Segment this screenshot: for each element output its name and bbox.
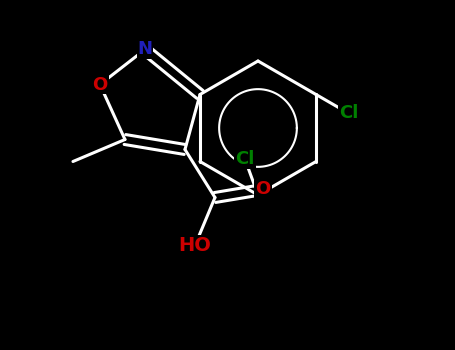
Text: O: O <box>255 181 271 198</box>
Text: O: O <box>92 76 107 93</box>
Text: Cl: Cl <box>339 105 359 122</box>
Text: HO: HO <box>178 236 212 255</box>
Text: N: N <box>137 41 152 58</box>
Text: Cl: Cl <box>235 150 255 168</box>
